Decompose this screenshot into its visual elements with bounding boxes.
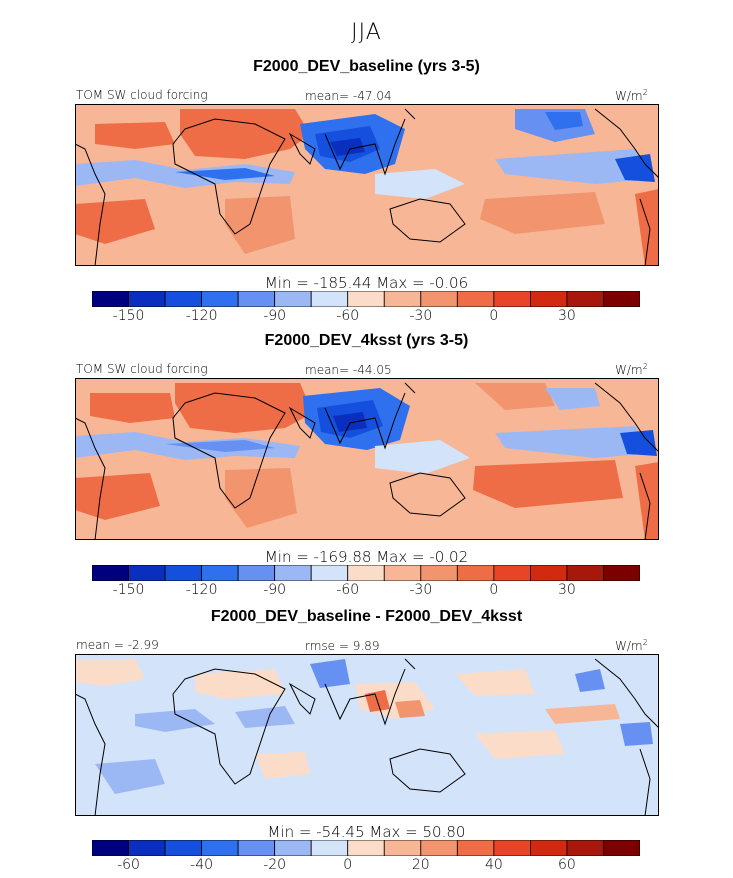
- colorbar-box: [493, 291, 531, 307]
- colorbar-box: [274, 565, 312, 581]
- colorbar-box: [274, 291, 312, 307]
- panel3-rmse: rmse = 9.89: [305, 639, 380, 653]
- colorbar-box: [603, 565, 640, 581]
- colorbar-tick-label: -60: [336, 582, 360, 598]
- colorbar-box: [493, 565, 531, 581]
- colorbar-tick-label: 40: [484, 857, 503, 873]
- colorbar-box: [164, 565, 202, 581]
- colorbar-tick-label: -20: [263, 857, 287, 873]
- colorbar-box: [420, 291, 458, 307]
- colorbar-tick-label: -30: [409, 308, 433, 324]
- panel1-colorbar: [92, 291, 640, 307]
- colorbar-box: [493, 840, 531, 856]
- colorbar-tick-label: 0: [489, 582, 499, 598]
- panel3-minmax: Min = -54.45 Max = 50.80: [267, 823, 466, 841]
- colorbar-box: [347, 840, 385, 856]
- colorbar-box: [237, 840, 276, 856]
- panel3-colorbar: [92, 840, 640, 856]
- colorbar-tick-label: -150: [112, 582, 145, 598]
- panel2-colorbar: [92, 565, 640, 581]
- colorbar-tick-label: -90: [263, 308, 287, 324]
- panel1-units: W/m2: [615, 88, 648, 103]
- colorbar-box: [128, 291, 166, 307]
- colorbar-tick-label: 0: [343, 857, 353, 873]
- panel1-mean: mean= -47.04: [305, 89, 392, 103]
- colorbar-tick-label: 30: [558, 308, 576, 324]
- colorbar-box: [164, 840, 202, 856]
- colorbar-box: [529, 565, 568, 581]
- panel2-mean: mean= -44.05: [305, 363, 392, 377]
- colorbar-box: [566, 291, 604, 307]
- panel1-minmax: Min = -185.44 Max = -0.06: [264, 274, 469, 292]
- colorbar-box: [383, 291, 422, 307]
- colorbar-box: [310, 565, 349, 581]
- panel1-variable: TOM SW cloud forcing: [76, 88, 208, 102]
- colorbar-box: [566, 565, 604, 581]
- colorbar-box: [420, 565, 458, 581]
- colorbar-tick-label: -40: [190, 857, 214, 873]
- colorbar-box: [566, 840, 604, 856]
- colorbar-box: [456, 840, 495, 856]
- colorbar-box: [456, 565, 495, 581]
- colorbar-tick-label: -150: [112, 308, 145, 324]
- panel3-map: [75, 654, 659, 816]
- colorbar-box: [603, 291, 640, 307]
- colorbar-box: [274, 840, 312, 856]
- colorbar-box: [310, 840, 349, 856]
- panel2-map: [75, 378, 659, 540]
- colorbar-box: [237, 565, 276, 581]
- colorbar-box: [128, 840, 166, 856]
- colorbar-box: [201, 291, 239, 307]
- colorbar-box: [201, 840, 239, 856]
- panel2-title: F2000_DEV_4ksst (yrs 3-5): [264, 332, 469, 349]
- colorbar-box: [310, 291, 349, 307]
- colorbar-box: [164, 291, 202, 307]
- colorbar-box: [237, 291, 276, 307]
- colorbar-box: [420, 840, 458, 856]
- panel2-minmax: Min = -169.88 Max = -0.02: [264, 548, 469, 566]
- colorbar-box: [347, 565, 385, 581]
- colorbar-box: [603, 840, 640, 856]
- colorbar-tick-label: 30: [558, 582, 576, 598]
- colorbar-box: [529, 840, 568, 856]
- colorbar-box: [383, 840, 422, 856]
- panel3-mean: mean = -2.99: [76, 638, 159, 652]
- colorbar-box: [383, 565, 422, 581]
- panel3-units: W/m2: [615, 638, 648, 653]
- colorbar-tick-label: 60: [558, 857, 576, 873]
- colorbar-tick-label: -120: [185, 582, 218, 598]
- colorbar-tick-label: -90: [263, 582, 287, 598]
- colorbar-box: [92, 840, 129, 856]
- panel1-map: [75, 104, 659, 266]
- colorbar-tick-label: 20: [411, 857, 430, 873]
- colorbar-box: [347, 291, 385, 307]
- panel2-units: W/m2: [615, 362, 648, 377]
- panel3-title: F2000_DEV_baseline - F2000_DEV_4ksst: [210, 608, 523, 625]
- colorbar-tick-label: -60: [336, 308, 360, 324]
- colorbar-box: [92, 291, 129, 307]
- colorbar-tick-label: -60: [117, 857, 140, 873]
- colorbar-box: [92, 565, 129, 581]
- colorbar-tick-label: -120: [185, 308, 218, 324]
- colorbar-box: [201, 565, 239, 581]
- panel2-variable: TOM SW cloud forcing: [76, 362, 208, 376]
- colorbar-box: [529, 291, 568, 307]
- colorbar-tick-label: -30: [409, 582, 433, 598]
- colorbar-box: [128, 565, 166, 581]
- colorbar-box: [456, 291, 495, 307]
- panel1-title: F2000_DEV_baseline (yrs 3-5): [253, 58, 480, 75]
- colorbar-tick-label: 0: [489, 308, 499, 324]
- season-title: JJA: [351, 20, 382, 45]
